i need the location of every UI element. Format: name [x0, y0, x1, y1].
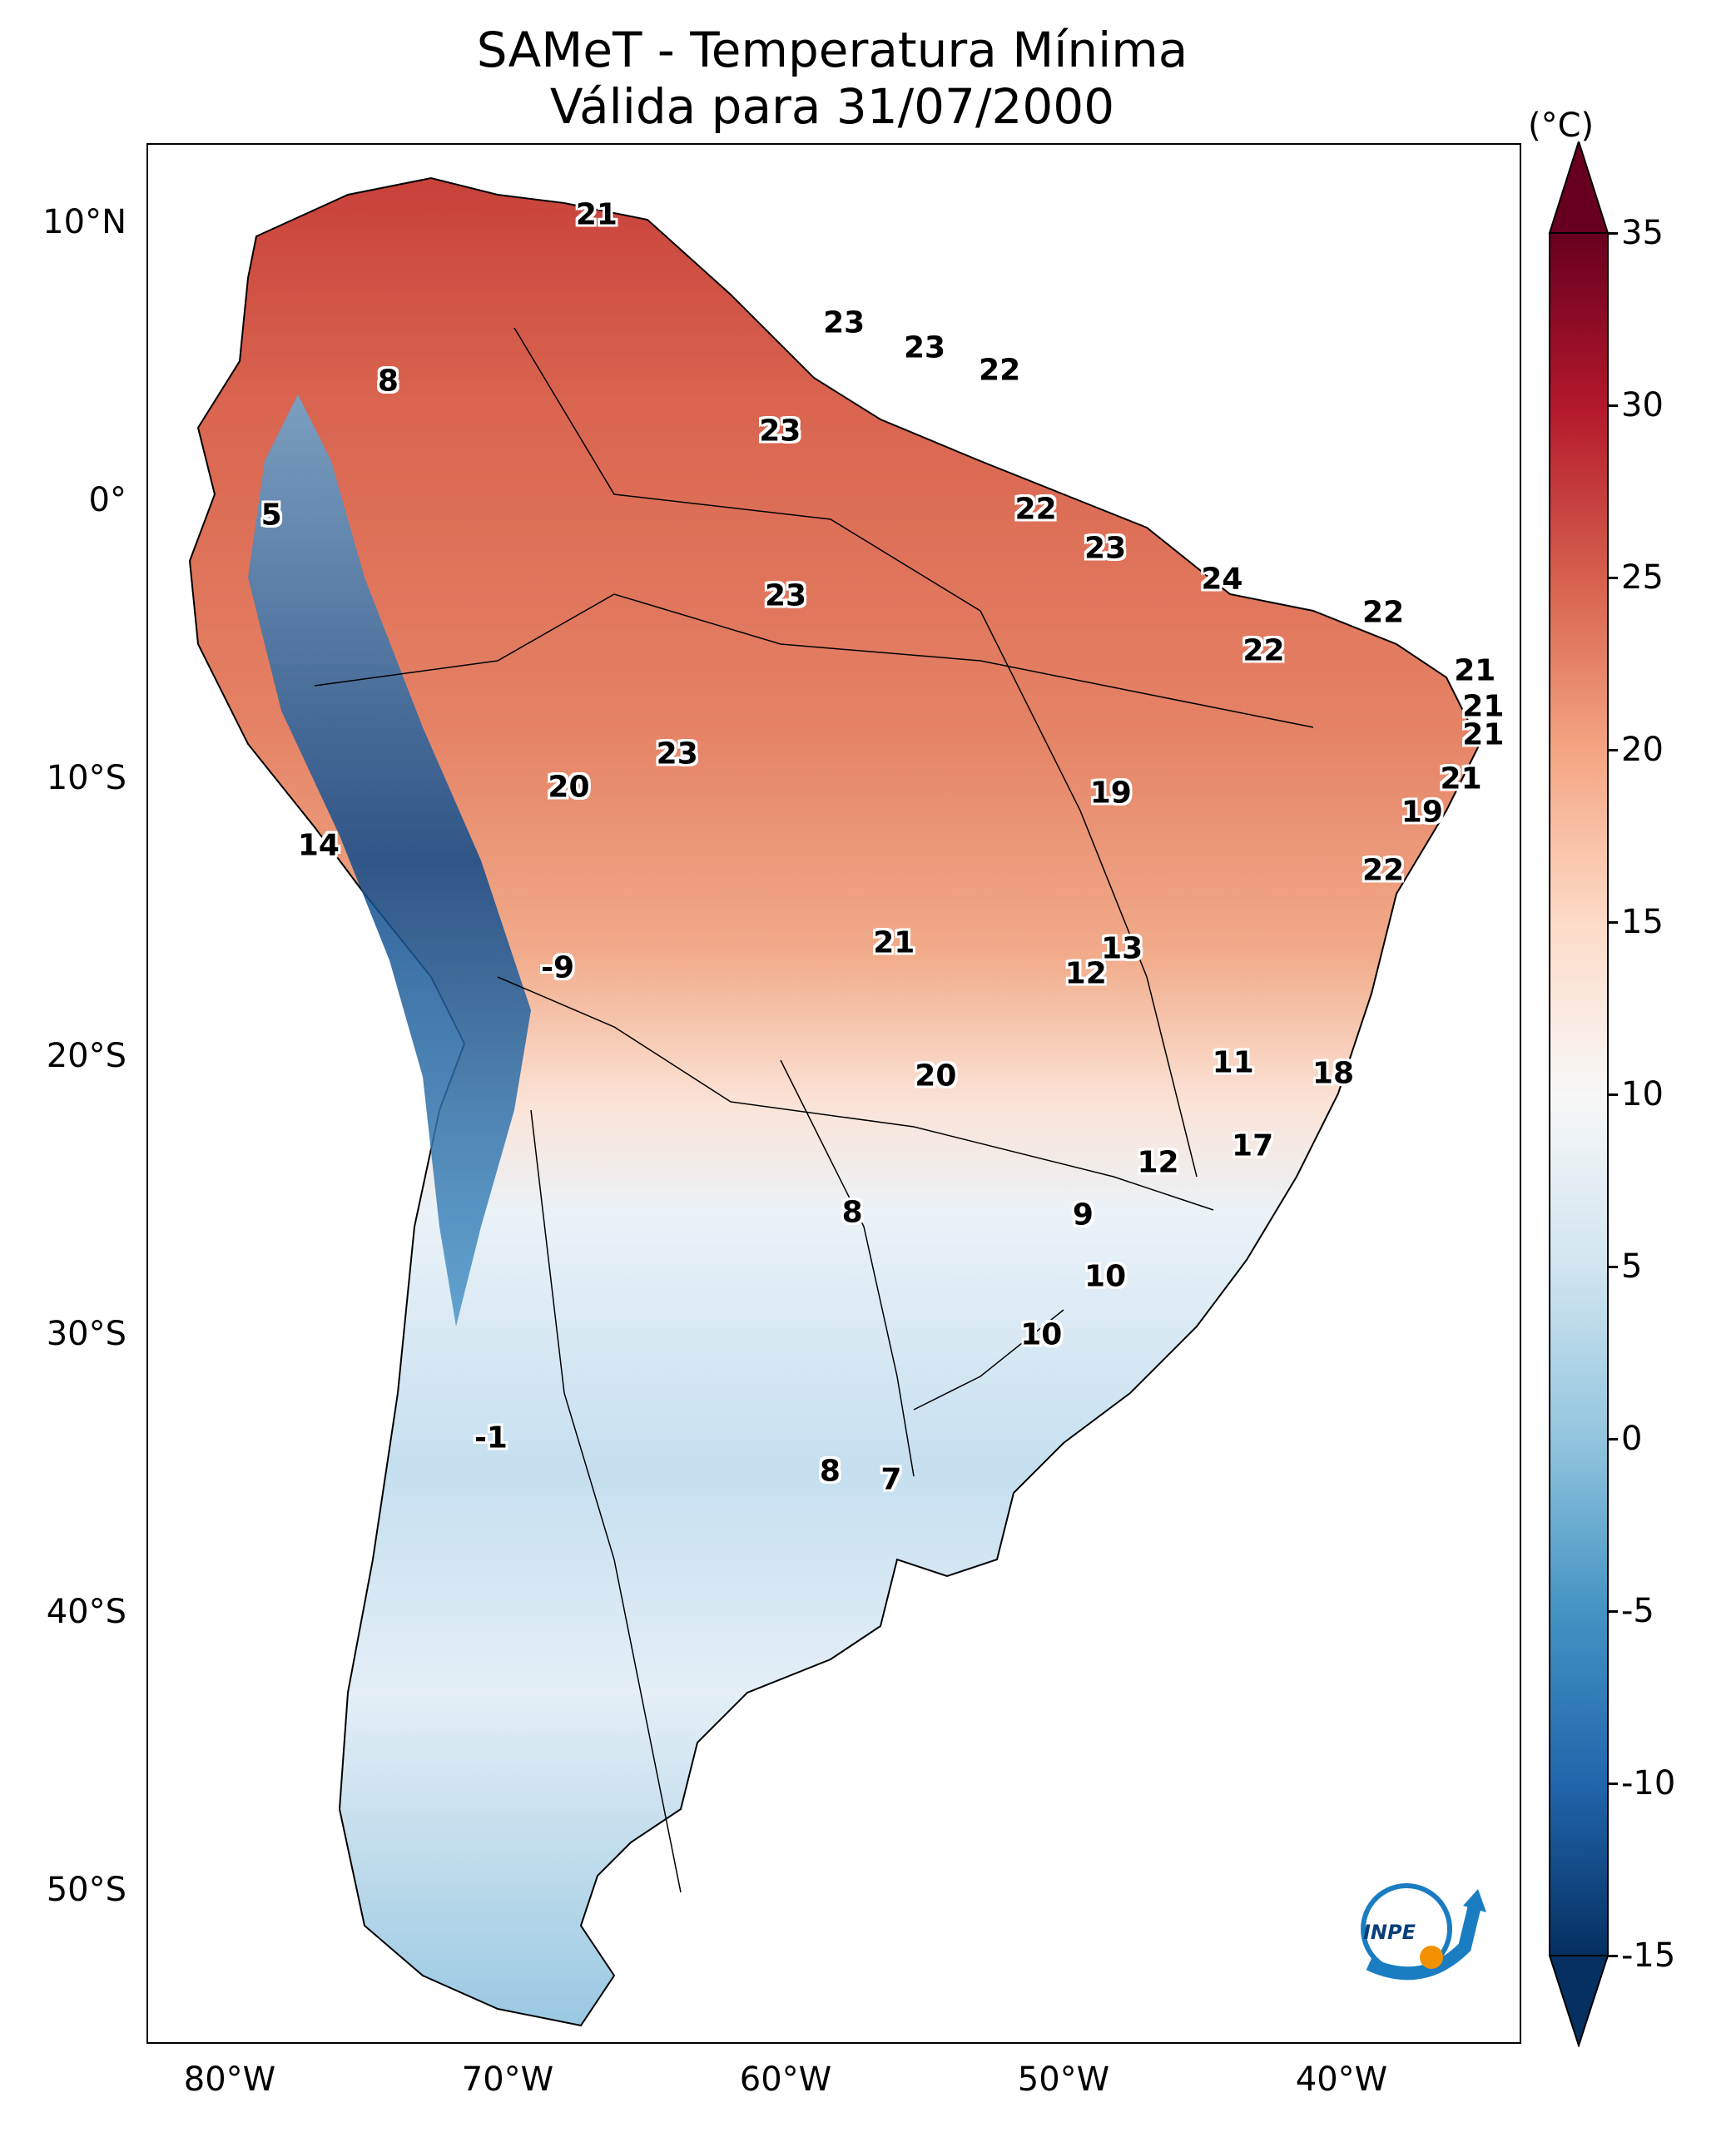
andes-cold-band	[248, 394, 531, 1326]
station-temperature-label: 22	[1014, 492, 1057, 527]
colorbar-top-extend	[1548, 141, 1610, 234]
station-temperature-label: 8	[841, 1195, 863, 1230]
lon-tick-label: 60°W	[739, 2060, 832, 2099]
lat-tick-label: 30°S	[46, 1315, 126, 1353]
lat-tick-label: 40°S	[46, 1593, 126, 1631]
station-temperature-label: 20	[548, 770, 590, 805]
station-temperature-label: 8	[377, 364, 399, 399]
station-temperature-label: 12	[1064, 956, 1107, 991]
station-temperature-label: 8	[819, 1454, 841, 1489]
lat-tick-label: 10°N	[42, 203, 126, 241]
colorbar-tick-mark	[1608, 404, 1618, 407]
colorbar-tick-label: 15	[1621, 903, 1664, 941]
colorbar-tick-mark	[1608, 1438, 1618, 1440]
south-america-map	[188, 176, 1481, 2027]
colorbar-tick-label: -5	[1621, 1592, 1654, 1630]
station-temperature-label: 19	[1089, 776, 1132, 811]
station-temperature-label: 14	[297, 828, 340, 863]
station-temperature-label: 21	[1440, 761, 1482, 796]
lon-tick-label: 40°W	[1295, 2060, 1388, 2099]
colorbar-tick-mark	[1608, 1610, 1618, 1613]
colorbar-tick-mark	[1608, 1093, 1618, 1096]
station-temperature-label: 21	[1462, 689, 1505, 724]
map-subtitle: Válida para 31/07/2000	[549, 78, 1115, 135]
station-temperature-label: 18	[1312, 1056, 1355, 1091]
colorbar-tick-mark	[1608, 749, 1618, 751]
station-temperature-label: 21	[1462, 717, 1505, 752]
station-temperature-label: 5	[260, 498, 282, 533]
colorbar-tick-mark	[1608, 1955, 1618, 1957]
station-temperature-label: 22	[1242, 633, 1285, 668]
colorbar-tick-mark	[1608, 921, 1618, 924]
colorbar-bottom-extend	[1548, 1955, 1610, 2047]
country-borders	[314, 327, 1314, 1893]
station-temperature-label: 23	[656, 736, 698, 771]
colorbar-body	[1549, 232, 1609, 1956]
colorbar-tick-label: 35	[1621, 214, 1664, 252]
colorbar	[1548, 141, 1610, 2047]
inpe-logo-text: INPE	[1363, 1921, 1416, 1944]
map-title: SAMeT - Temperatura Mínima	[476, 22, 1188, 78]
station-temperature-label: 20	[915, 1059, 957, 1093]
colorbar-tick-label: -15	[1621, 1936, 1676, 1975]
station-temperature-label: 7	[880, 1462, 902, 1497]
station-temperature-label: 24	[1201, 562, 1243, 596]
station-temperature-label: 22	[979, 353, 1021, 388]
lat-tick-label: 10°S	[46, 759, 126, 797]
station-temperature-label: 23	[764, 578, 807, 613]
colorbar-tick-mark	[1608, 1266, 1618, 1268]
lat-tick-label: 50°S	[46, 1871, 126, 1909]
lat-tick-label: 20°S	[46, 1037, 126, 1075]
station-temperature-label: 22	[1362, 853, 1405, 888]
lat-tick-label: 0°	[88, 481, 126, 519]
station-temperature-label: -9	[541, 950, 575, 985]
colorbar-tick-label: -10	[1621, 1764, 1676, 1802]
lon-tick-label: 50°W	[1017, 2060, 1110, 2099]
lon-tick-label: 70°W	[461, 2060, 554, 2099]
station-temperature-label: -1	[474, 1421, 508, 1455]
inpe-logo: INPE	[1361, 1883, 1486, 1981]
lon-tick-label: 80°W	[183, 2060, 276, 2099]
map-plot-area	[146, 143, 1521, 2044]
station-temperature-label: 9	[1072, 1197, 1094, 1232]
station-temperature-label: 23	[823, 305, 866, 340]
south-america-landmass	[188, 176, 1481, 2027]
station-temperature-label: 19	[1401, 795, 1443, 830]
colorbar-tick-label: 0	[1621, 1420, 1643, 1458]
station-temperature-label: 23	[1084, 531, 1127, 566]
colorbar-tick-label: 20	[1621, 731, 1664, 769]
colorbar-tick-label: 25	[1621, 558, 1664, 597]
colorbar-tick-mark	[1608, 577, 1618, 579]
station-temperature-label: 21	[873, 925, 915, 960]
station-temperature-label: 23	[759, 414, 801, 449]
station-temperature-label: 11	[1212, 1045, 1254, 1080]
station-temperature-label: 12	[1137, 1145, 1179, 1180]
station-temperature-label: 17	[1232, 1128, 1274, 1163]
station-temperature-label: 13	[1101, 931, 1143, 966]
colorbar-tick-label: 30	[1621, 386, 1664, 424]
colorbar-unit: (°C)	[1528, 107, 1595, 145]
station-temperature-label: 21	[1454, 653, 1496, 688]
station-temperature-label: 22	[1362, 595, 1405, 630]
station-temperature-label: 21	[575, 197, 618, 232]
station-temperature-label: 23	[903, 330, 946, 365]
colorbar-tick-label: 5	[1621, 1247, 1643, 1286]
colorbar-tick-mark	[1608, 1783, 1618, 1785]
station-temperature-label: 10	[1020, 1317, 1063, 1352]
station-temperature-label: 10	[1084, 1259, 1127, 1294]
colorbar-tick-mark	[1608, 232, 1618, 235]
colorbar-tick-label: 10	[1621, 1075, 1664, 1113]
